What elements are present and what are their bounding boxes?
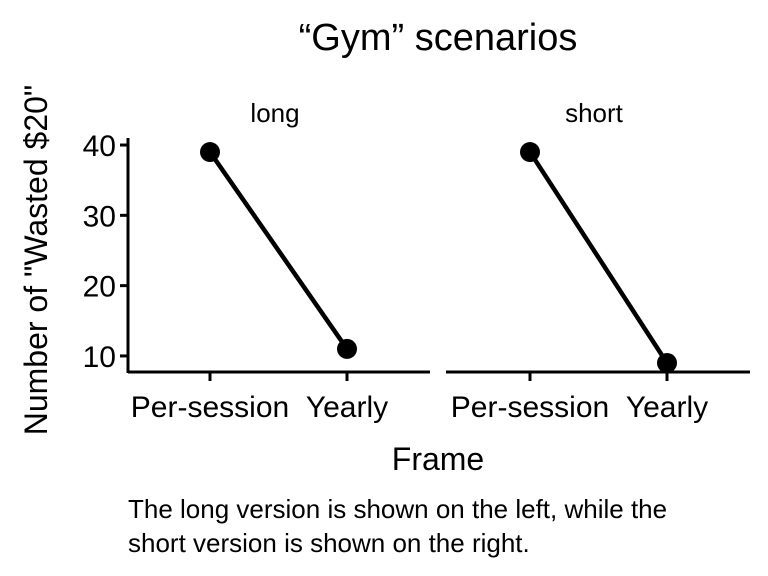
- data-point-short-0: [520, 142, 540, 163]
- y-axis-title: Number of "Wasted $20": [18, 85, 54, 436]
- caption-line-2: short version is shown on the right.: [128, 528, 530, 558]
- panel-long: long 10 20 30 40 Per-session Yearly: [83, 98, 430, 424]
- y-tick-label-10: 10: [83, 341, 116, 374]
- panel-title-short: short: [565, 98, 624, 128]
- x-axis-title: Frame: [392, 441, 484, 477]
- series-line-short: [528, 150, 669, 365]
- y-tick-label-30: 30: [83, 200, 116, 233]
- chart-title: “Gym” scenarios: [299, 17, 578, 59]
- x-tick-label-long-1: Yearly: [306, 391, 388, 424]
- panel-short: short Per-session Yearly: [446, 98, 750, 424]
- x-tick-label-short-0: Per-session: [451, 391, 609, 424]
- panel-title-long: long: [250, 98, 299, 128]
- data-point-short-1: [657, 352, 677, 373]
- y-tick-label-40: 40: [83, 130, 116, 163]
- data-point-long-0: [200, 142, 220, 163]
- data-point-long-1: [337, 338, 357, 359]
- caption-line-1: The long version is shown on the left, w…: [128, 494, 667, 524]
- x-tick-label-short-1: Yearly: [626, 391, 708, 424]
- y-tick-label-20: 20: [83, 271, 116, 304]
- series-line-long: [208, 150, 349, 351]
- panels: long 10 20 30 40 Per-session Yearly short Per-se…: [83, 98, 750, 424]
- x-tick-label-long-0: Per-session: [131, 391, 289, 424]
